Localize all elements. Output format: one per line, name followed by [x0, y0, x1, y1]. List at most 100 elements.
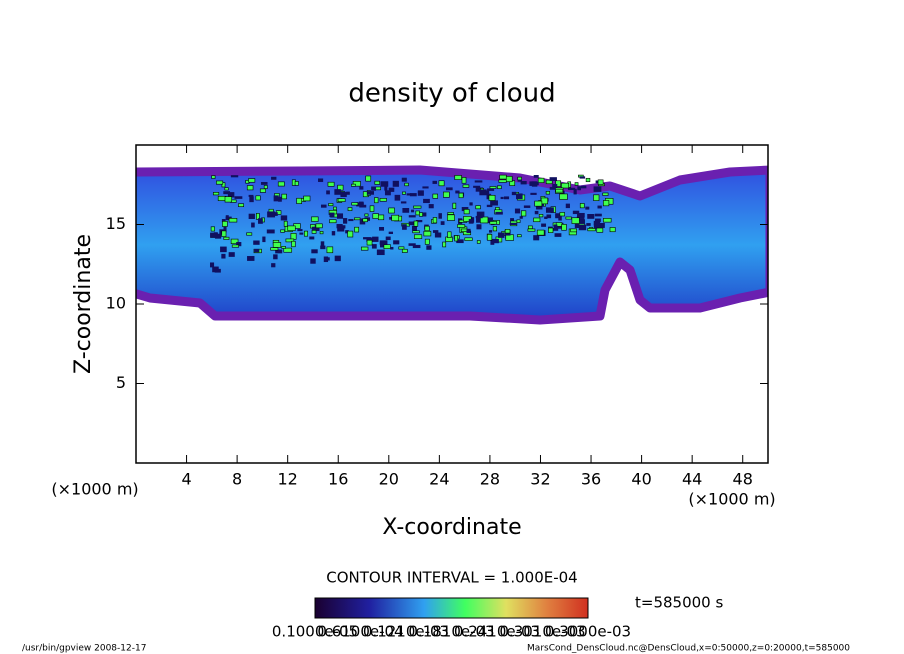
speckle [554, 233, 562, 237]
speckle [490, 238, 495, 245]
speckle [224, 196, 233, 203]
speckle [530, 192, 537, 195]
footer-right: MarsCond_DensCloud.nc@DensCloud,x=0:5000… [527, 644, 850, 654]
speckle [311, 216, 319, 222]
speckle [456, 239, 464, 244]
speckle [248, 194, 254, 197]
speckle [320, 241, 325, 247]
speckle [277, 181, 285, 187]
speckle [466, 228, 471, 234]
speckle [296, 197, 303, 204]
speckle [544, 216, 548, 219]
speckle [570, 228, 577, 233]
speckle [432, 230, 439, 233]
speckle [447, 212, 454, 215]
speckle [283, 247, 293, 253]
speckle [210, 226, 215, 232]
speckle [492, 238, 499, 244]
speckle [337, 198, 346, 202]
speckle [517, 234, 522, 238]
speckle [485, 190, 490, 195]
speckle [319, 231, 324, 235]
speckle [223, 236, 230, 240]
speckle [580, 185, 587, 189]
speckle [565, 203, 570, 209]
x-tick-label: 40 [631, 470, 651, 489]
speckle [221, 219, 226, 223]
x-tick-label: 36 [581, 470, 601, 489]
speckle [337, 227, 345, 232]
cloud-region [136, 165, 768, 325]
speckle [411, 225, 417, 231]
speckle [517, 179, 523, 182]
y-tick-label: 15 [106, 214, 126, 233]
speckle [379, 240, 388, 245]
speckle [534, 210, 539, 215]
x-tick-label: 48 [733, 470, 753, 489]
speckle [442, 241, 447, 248]
speckle [434, 232, 442, 238]
speckle [555, 188, 564, 193]
speckle [476, 240, 481, 244]
speckle [268, 208, 274, 213]
speckle [273, 195, 279, 202]
speckle [510, 218, 515, 222]
speckle [527, 225, 533, 229]
speckle [234, 196, 243, 199]
speckle [571, 217, 580, 224]
speckle [468, 219, 474, 224]
speckle [273, 254, 278, 260]
speckle [422, 186, 429, 189]
colorbar-label: 0.1000e-05 [272, 623, 358, 641]
speckle [552, 227, 559, 231]
speckle [446, 214, 455, 221]
speckle [594, 218, 601, 222]
speckle [440, 221, 445, 225]
speckle [553, 224, 558, 229]
speckle [329, 219, 337, 224]
speckle [565, 216, 572, 220]
speckle [310, 258, 316, 264]
speckle [326, 190, 330, 195]
speckle [318, 178, 324, 182]
speckle [280, 229, 285, 233]
speckle [509, 222, 517, 225]
speckle [372, 213, 379, 219]
speckle [479, 189, 487, 196]
speckle [594, 213, 602, 217]
speckle [497, 232, 505, 238]
speckle [280, 215, 288, 221]
speckle [540, 203, 545, 207]
speckle [423, 198, 430, 204]
speckle [603, 218, 612, 223]
speckle [499, 174, 507, 180]
speckle [253, 240, 260, 245]
speckle [221, 253, 226, 259]
speckle [455, 190, 460, 194]
speckle [545, 207, 554, 213]
speckle [303, 195, 311, 202]
speckle [291, 240, 296, 248]
speckle [230, 238, 239, 245]
speckle [602, 192, 609, 196]
speckle [290, 233, 297, 240]
speckle [537, 177, 545, 183]
speckle [511, 191, 517, 196]
x-tick-label: 12 [278, 470, 298, 489]
speckle [388, 207, 395, 214]
speckle [489, 186, 497, 189]
speckle [402, 191, 406, 195]
speckle [331, 231, 336, 236]
speckle [238, 203, 245, 208]
speckle [585, 177, 591, 183]
speckle [457, 224, 466, 228]
speckle [346, 191, 350, 195]
speckle [393, 240, 400, 245]
speckle [311, 230, 317, 234]
speckle [221, 230, 227, 237]
speckle [426, 245, 432, 250]
speckle [577, 212, 585, 218]
y-tick-label: 10 [106, 294, 126, 313]
speckle [391, 214, 400, 222]
